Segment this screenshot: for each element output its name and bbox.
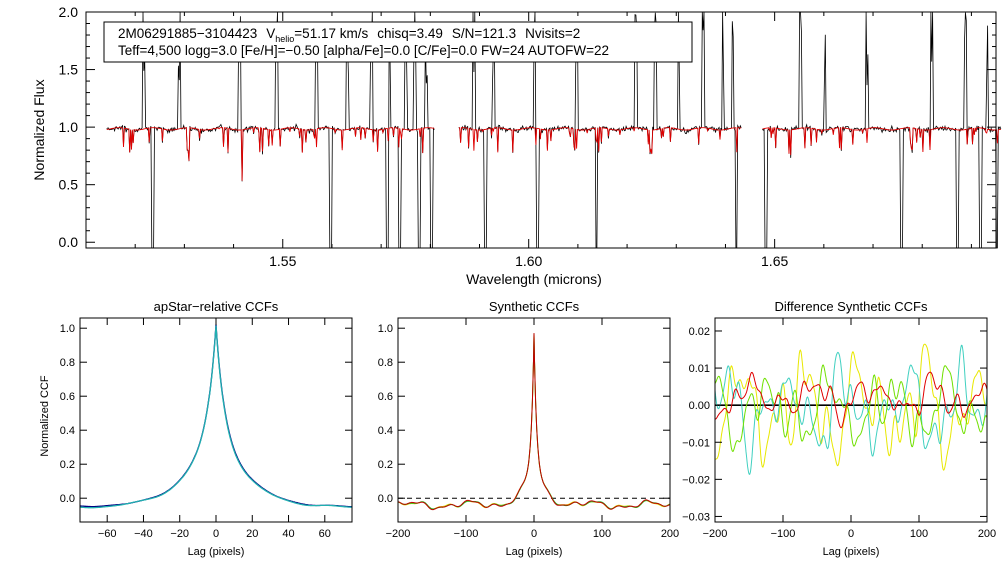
ccf3-x-tick-label: −200	[703, 528, 728, 540]
ccf2-x-tick-label: 0	[531, 528, 537, 540]
diff-ccf-title: Difference Synthetic CCFs	[775, 299, 928, 314]
spectrum-y-label: Normalized Flux	[31, 79, 47, 180]
spectrum-ticks: 1.55 1.60 1.65 0.0 0.5 1.0 1.5 2.0	[59, 4, 996, 269]
ccf2-y-tick-label: 0.4	[378, 425, 393, 437]
snr-value: S/N=121.3	[452, 26, 516, 41]
ccf2-y-tick-label: 0.6	[378, 391, 393, 403]
ccf1-x-tick-label: −40	[134, 528, 153, 540]
ccf1-y-tick-label: 0.0	[60, 493, 75, 505]
ccf1-x-tick-label: 0	[213, 528, 219, 540]
model-spectrum-chip-1	[106, 127, 435, 181]
spectrum-x-tick-label: 1.55	[269, 253, 296, 269]
chisq-value: chisq=3.49	[377, 26, 443, 41]
ccf1-y-tick-label: 0.6	[60, 391, 75, 403]
spectrum-x-tick-label: 1.65	[761, 253, 788, 269]
ccf2-x-tick-label: −200	[386, 528, 411, 540]
ccf2-y-tick-label: 1.0	[378, 323, 393, 335]
info-line-2: Teff=4,500 logg=3.0 [Fe/H]=−0.50 [alpha/…	[118, 43, 609, 58]
model-spectrum-chip-2	[458, 127, 742, 155]
info-line-1: 2M06291885−3104423 Vhelio=51.17 km/s chisq…	[118, 26, 580, 44]
ccf1-y-tick-label: 0.4	[60, 425, 75, 437]
ccf1-x-tick-label: 20	[246, 528, 258, 540]
ccf2-x-tick-label: 200	[661, 528, 679, 540]
ccf2-y-tick-label: 0.0	[378, 493, 393, 505]
vhelio-prefix: V	[266, 26, 275, 41]
ccf3-series-combined	[715, 371, 987, 429]
diff-ccf-plot: Difference Synthetic CCFs Lag (pixels) −…	[682, 299, 996, 558]
ccf1-y-tick-label: 0.8	[60, 357, 75, 369]
ccf2-y-tick-label: 0.8	[378, 357, 393, 369]
ccf3-y-tick-label: −0.01	[682, 437, 710, 449]
spectrum-y-tick-label: 1.0	[59, 119, 79, 135]
nvisits-value: Nvisits=2	[525, 26, 580, 41]
ccf2-x-tick-label: 100	[593, 528, 611, 540]
spectrum-lines	[106, 11, 1002, 249]
spectrum-frame	[85, 11, 997, 249]
ccf3-series-visit-1	[715, 343, 987, 471]
vhelio-value: =51.17 km/s	[294, 26, 368, 41]
ccf2-series-group	[398, 333, 670, 511]
info-box	[103, 21, 693, 63]
spectrum-y-tick-label: 0.0	[59, 234, 79, 250]
ccf1-x-tick-label: 60	[319, 528, 331, 540]
ccf1-series-visit-2	[80, 325, 352, 509]
ccf3-y-tick-label: 0.00	[689, 400, 710, 412]
model-spectrum-chip-3	[762, 127, 1001, 156]
ccf1-y-tick-label: 1.0	[60, 323, 75, 335]
apstar-ccf-plot: apStar−relative CCFs Lag (pixels) Normal…	[39, 299, 353, 558]
ccf1-y-tick-label: 0.2	[60, 459, 75, 471]
spectrum-y-tick-label: 2.0	[59, 4, 79, 20]
spectrum-x-label: Wavelength (microns)	[466, 271, 602, 287]
ccf1-series-group	[80, 324, 352, 509]
ccf3-y-tick-label: −0.02	[682, 474, 710, 486]
vhelio-subscript: helio	[275, 34, 294, 44]
ccf2-y-tick-label: 0.2	[378, 459, 393, 471]
ccf3-series-visit-3	[715, 364, 987, 452]
ccf3-y-tick-label: 0.01	[689, 363, 710, 375]
ccf3-series-group	[715, 343, 987, 475]
ccf2-series-combined	[398, 333, 670, 511]
ccf3-x-tick-label: 200	[978, 528, 996, 540]
ccf3-y-tick-label: −0.03	[682, 511, 710, 523]
ccf2-x-tick-label: −100	[454, 528, 479, 540]
ccf1-x-tick-label: −60	[98, 528, 117, 540]
spectrum-x-tick-label: 1.60	[515, 253, 542, 269]
synthetic-ccf-plot: Synthetic CCFs Lag (pixels) −200 −100 0 100…	[378, 299, 679, 558]
ccf1-series-visit-1	[80, 324, 352, 508]
apstar-ccf-y-label: Normalized CCF	[39, 375, 51, 457]
spectrum-plot: 1.55 1.60 1.65 0.0 0.5 1.0 1.5 2.0 2M06291885−3…	[31, 4, 1002, 287]
apstar-ccf-x-label: Lag (pixels)	[188, 546, 245, 558]
ccf1-x-tick-label: −20	[170, 528, 189, 540]
ccf3-x-tick-label: 0	[848, 528, 854, 540]
synthetic-ccf-title: Synthetic CCFs	[489, 299, 580, 314]
apstar-ccf-title: apStar−relative CCFs	[154, 299, 279, 314]
ccf1-frame	[79, 317, 353, 523]
diff-ccf-x-label: Lag (pixels)	[823, 546, 880, 558]
spectrum-y-tick-label: 0.5	[59, 177, 79, 193]
ccf1-x-tick-label: 40	[282, 528, 294, 540]
ccf3-x-tick-label: −100	[771, 528, 796, 540]
observed-spectrum-chip-3	[762, 11, 1002, 249]
ccf3-series-visit-2	[715, 344, 987, 475]
synthetic-ccf-x-label: Lag (pixels)	[506, 546, 563, 558]
ccf3-y-tick-label: 0.02	[689, 326, 710, 338]
spectrum-y-tick-label: 1.5	[59, 62, 79, 78]
object-id: 2M06291885−3104423	[118, 26, 257, 41]
ccf3-frame	[714, 317, 988, 523]
ccf3-x-tick-label: 100	[910, 528, 928, 540]
